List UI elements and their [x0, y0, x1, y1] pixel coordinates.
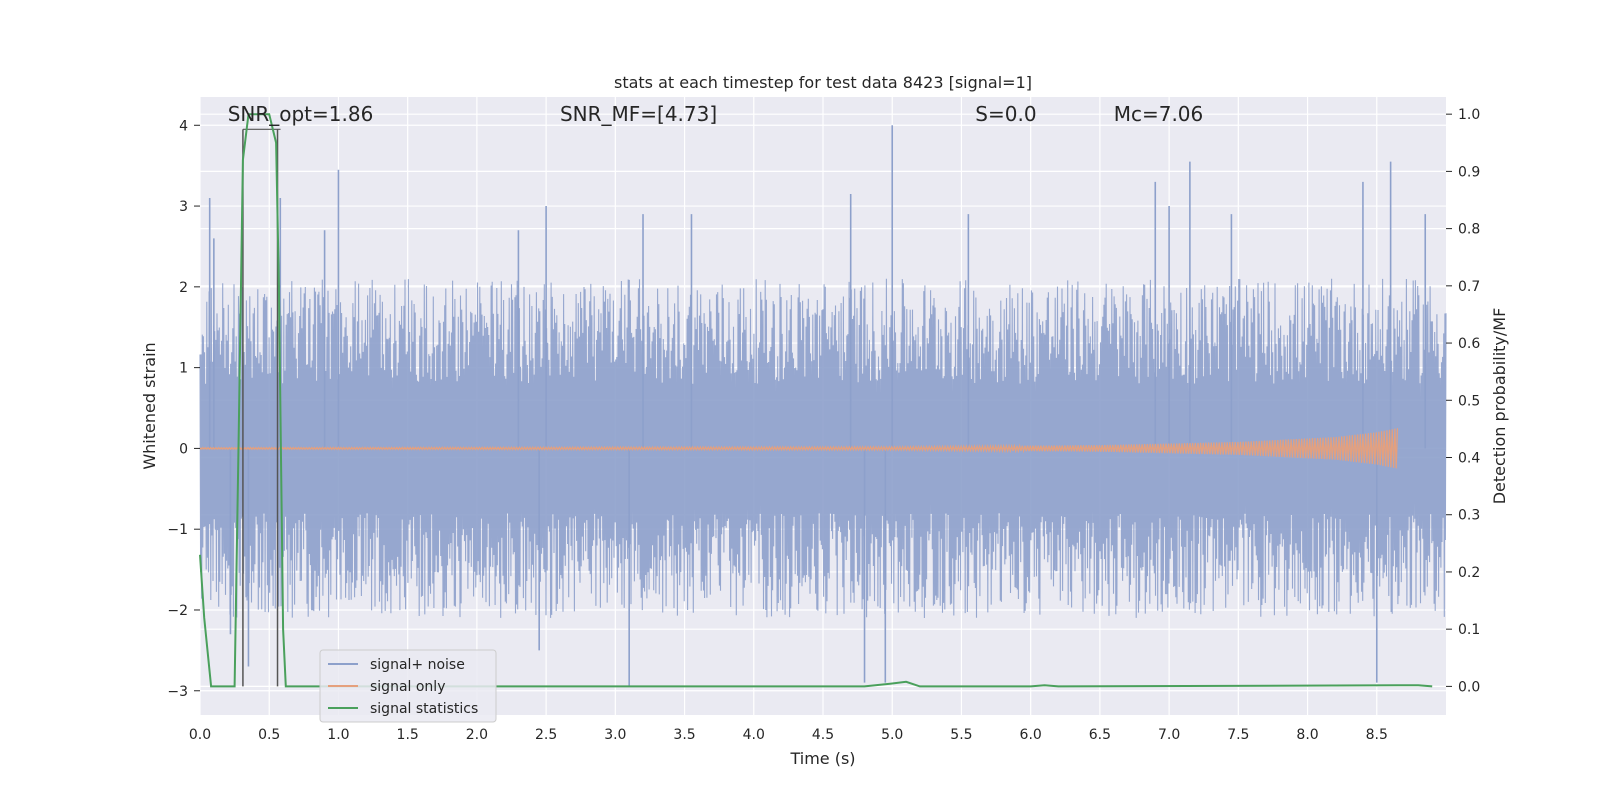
y2-tick-label: 0.4: [1458, 451, 1480, 467]
y2-tick-label: 0.3: [1458, 508, 1480, 524]
x-axis-label: Time (s): [789, 749, 855, 768]
x-tick-label: 4.5: [812, 727, 834, 743]
x-tick-label: 0.0: [189, 727, 211, 743]
x-tick-label: 7.0: [1158, 727, 1180, 743]
y-tick-label: −2: [167, 603, 188, 619]
y-tick-label: 2: [179, 280, 188, 296]
signal-noise-line: [199, 278, 1447, 619]
x-tick-label: 0.5: [258, 727, 280, 743]
annotation: SNR_opt=1.86: [228, 102, 374, 126]
signal-statistics-line: [199, 113, 1433, 688]
y-tick-label: 1: [179, 361, 188, 377]
annotation: Mc=7.06: [1114, 102, 1204, 126]
y2-tick-label: 0.0: [1458, 679, 1480, 695]
y-tick-label: −1: [167, 522, 188, 538]
signal-noise-series: [199, 125, 1447, 687]
x-tick-label: 2.0: [466, 727, 488, 743]
x-tick-label: 3.5: [673, 727, 695, 743]
x-tick-label: 6.0: [1020, 727, 1042, 743]
y2-axis-label: Detection probability/MF: [1490, 308, 1509, 505]
x-tick-label: 2.5: [535, 727, 557, 743]
y2-tick-label: 0.2: [1458, 565, 1480, 581]
x-axis-ticks: 0.0 0.5 1.0 1.5 2.0 2.5 3.0 3.5 4.0 4.5 5.0 5.5 6.0 6…: [189, 727, 1388, 743]
y-tick-label: 0: [179, 441, 188, 457]
legend-label-statistics: signal statistics: [370, 701, 478, 717]
legend-box: [319, 649, 497, 723]
x-tick-label: 4.0: [743, 727, 765, 743]
signal-statistics-series: [199, 113, 1433, 688]
x-tick-label: 1.0: [327, 727, 349, 743]
x-tick-label: 7.5: [1227, 727, 1249, 743]
y2-tick-label: 0.8: [1458, 222, 1480, 238]
legend-label-signal-only: signal only: [370, 679, 445, 695]
y2-tick-label: 0.9: [1458, 164, 1480, 180]
x-tick-label: 1.5: [397, 727, 419, 743]
y-tick-label: −3: [167, 684, 188, 700]
x-tick-label: 5.5: [950, 727, 972, 743]
y2-tick-label: 0.6: [1458, 336, 1480, 352]
y-axis-label: Whitened strain: [140, 342, 159, 469]
y2-axis-ticks: 0.0 0.1 0.2 0.3 0.4 0.5 0.6 0.7 0.8 0.9 1.0: [1446, 107, 1480, 695]
y-tick-label: 3: [179, 199, 188, 215]
annotations: SNR_opt=1.86 SNR_MF=[4.73] S=0.0 Mc=7.06: [228, 102, 1204, 126]
y2-tick-label: 1.0: [1458, 107, 1480, 123]
legend: signal+ noise signal only signal statist…: [319, 649, 497, 723]
chart-title: stats at each timestep for test data 842…: [614, 73, 1032, 92]
annotation: SNR_MF=[4.73]: [560, 102, 717, 126]
x-tick-label: 8.5: [1366, 727, 1388, 743]
annotation: S=0.0: [975, 102, 1036, 126]
signal-only-series: [199, 428, 1399, 469]
y-tick-label: 4: [179, 118, 188, 134]
y2-tick-label: 0.5: [1458, 393, 1480, 409]
y2-tick-label: 0.7: [1458, 279, 1480, 295]
y-axis-ticks: −3 −2 −1 0 1 2 3 4: [167, 118, 200, 700]
x-tick-label: 5.0: [881, 727, 903, 743]
x-tick-label: 6.5: [1089, 727, 1111, 743]
legend-label-noise: signal+ noise: [370, 657, 465, 673]
x-tick-label: 3.0: [604, 727, 626, 743]
x-tick-label: 8.0: [1296, 727, 1318, 743]
y2-tick-label: 0.1: [1458, 622, 1480, 638]
signal-only-line: [199, 428, 1399, 469]
